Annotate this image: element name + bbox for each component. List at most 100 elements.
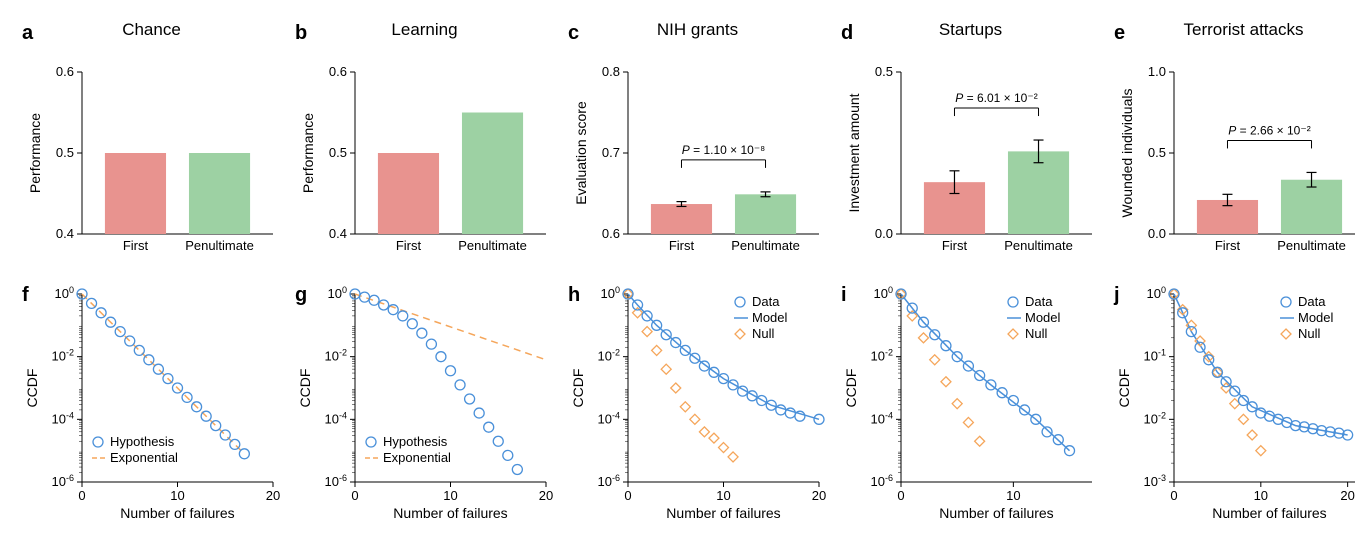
svg-text:Null: Null [752,326,775,341]
svg-text:0.5: 0.5 [329,145,347,160]
panel-label-a: a [22,22,33,45]
svg-text:Model: Model [752,310,788,325]
panel-title-b: Learning [293,20,556,40]
svg-text:100: 100 [1147,285,1166,301]
svg-text:10-3: 10-3 [1144,473,1166,489]
panel-b: bLearning 0.4 0.5 0.6 Performance First Penult… [293,20,556,272]
svg-text:10-2: 10-2 [871,348,893,364]
panel-d: dStartups0.00.5Investment amountFirstPen… [839,20,1102,272]
panel-label-g: g [295,284,307,307]
svg-text:0.5: 0.5 [1148,145,1166,160]
svg-text:Penultimate: Penultimate [1277,238,1346,253]
svg-text:0.0: 0.0 [1148,226,1166,241]
svg-text:10-2: 10-2 [1144,410,1166,426]
svg-text:10-6: 10-6 [871,473,893,489]
svg-text:10-1: 10-1 [1144,348,1166,364]
svg-text:Exponential: Exponential [383,450,451,465]
svg-text:10: 10 [443,488,457,503]
svg-text:CCDF: CCDF [24,369,40,408]
svg-text:0.5: 0.5 [875,64,893,79]
svg-text:100: 100 [874,285,893,301]
svg-text:Data: Data [1298,294,1326,309]
svg-text:Number of failures: Number of failures [393,505,507,521]
svg-text:10-4: 10-4 [325,410,347,426]
panel-label-j: j [1114,284,1120,307]
svg-text:P = 6.01 × 10⁻²: P = 6.01 × 10⁻² [955,91,1037,105]
svg-text:CCDF: CCDF [843,369,859,408]
panel-g: g01020Number of failures10-610-410-2100C… [293,282,556,534]
panel-label-f: f [22,284,29,307]
svg-text:0.6: 0.6 [602,226,620,241]
svg-text:10-4: 10-4 [871,410,893,426]
svg-text:0.7: 0.7 [602,145,620,160]
svg-text:First: First [942,238,968,253]
svg-text:Evaluation score: Evaluation score [573,101,589,205]
svg-text:First: First [123,238,149,253]
svg-text:0.6: 0.6 [329,64,347,79]
panel-c: cNIH grants0.60.70.8Evaluation scoreFirs… [566,20,829,272]
svg-text:Penultimate: Penultimate [185,238,254,253]
svg-text:Number of failures: Number of failures [1212,505,1326,521]
svg-text:P = 2.66 × 10⁻²: P = 2.66 × 10⁻² [1228,123,1310,137]
svg-text:Penultimate: Penultimate [1004,238,1073,253]
svg-text:20: 20 [539,488,553,503]
panel-label-b: b [295,22,307,45]
figure-grid: aChance 0.4 0.5 0.6 Performance First Penultim… [20,20,1335,534]
svg-text:100: 100 [601,285,620,301]
svg-text:0.0: 0.0 [875,226,893,241]
svg-text:Number of failures: Number of failures [666,505,780,521]
svg-text:20: 20 [1340,488,1354,503]
svg-text:Exponential: Exponential [110,450,178,465]
svg-text:100: 100 [328,285,347,301]
svg-text:Hypothesis: Hypothesis [110,434,175,449]
svg-text:10-6: 10-6 [52,473,74,489]
panel-i: i 0 10 Number of failures 10-6 10-4 10-2 100 CCD… [839,282,1102,534]
svg-text:0.6: 0.6 [56,64,74,79]
svg-text:Data: Data [1025,294,1053,309]
svg-text:10: 10 [716,488,730,503]
svg-text:Model: Model [1298,310,1334,325]
panel-title-c: NIH grants [566,20,829,40]
svg-text:CCDF: CCDF [570,369,586,408]
svg-text:Hypothesis: Hypothesis [383,434,448,449]
panel-label-c: c [568,22,579,45]
svg-text:0.5: 0.5 [56,145,74,160]
svg-text:Penultimate: Penultimate [731,238,800,253]
svg-text:Number of failures: Number of failures [939,505,1053,521]
svg-text:Model: Model [1025,310,1061,325]
svg-text:0.4: 0.4 [329,226,347,241]
svg-text:0: 0 [897,488,904,503]
svg-text:1.0: 1.0 [1148,64,1166,79]
svg-text:P = 1.10 × 10⁻⁸: P = 1.10 × 10⁻⁸ [682,143,765,157]
svg-text:10: 10 [1006,488,1020,503]
panel-e: eTerrorist attacks0.00.51.0Wounded indiv… [1112,20,1355,272]
svg-text:0: 0 [624,488,631,503]
svg-text:Performance: Performance [300,113,316,193]
svg-text:First: First [1215,238,1241,253]
panel-label-d: d [841,22,853,45]
panel-title-d: Startups [839,20,1102,40]
svg-text:10-2: 10-2 [52,348,74,364]
panel-f: f01020Number of failures10-610-410-2100C… [20,282,283,534]
svg-text:First: First [396,238,422,253]
svg-text:10-2: 10-2 [598,348,620,364]
svg-text:10-6: 10-6 [325,473,347,489]
svg-text:20: 20 [812,488,826,503]
svg-text:10-4: 10-4 [52,410,74,426]
svg-text:20: 20 [266,488,280,503]
panel-a: aChance0.40.50.6PerformanceFirstPenultim… [20,20,283,272]
svg-text:0.4: 0.4 [56,226,74,241]
panel-title-a: Chance [20,20,283,40]
panel-label-i: i [841,284,847,307]
svg-text:10-6: 10-6 [598,473,620,489]
svg-text:Data: Data [752,294,780,309]
svg-text:10-2: 10-2 [325,348,347,364]
svg-text:10-4: 10-4 [598,410,620,426]
svg-text:Wounded individuals: Wounded individuals [1119,89,1135,218]
svg-text:10: 10 [170,488,184,503]
svg-text:CCDF: CCDF [297,369,313,408]
panel-title-e: Terrorist attacks [1112,20,1355,40]
svg-text:Penultimate: Penultimate [458,238,527,253]
svg-text:Null: Null [1025,326,1048,341]
panel-h: h01020Number of failures10-610-410-2100C… [566,282,829,534]
